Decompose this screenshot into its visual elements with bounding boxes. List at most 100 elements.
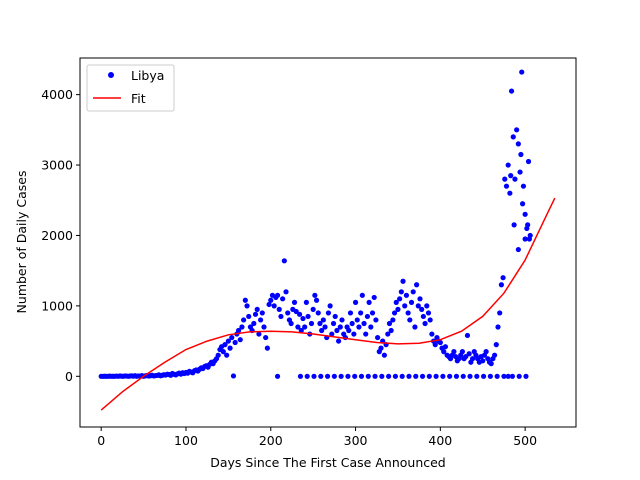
data-point — [403, 292, 410, 298]
data-point — [358, 373, 365, 379]
data-point — [295, 324, 301, 330]
data-point — [373, 317, 379, 323]
data-point — [501, 373, 507, 379]
y-tick-label: 2000 — [41, 228, 73, 243]
data-point — [385, 331, 391, 337]
data-point — [519, 201, 526, 207]
data-point — [442, 344, 449, 350]
data-point — [526, 236, 532, 242]
data-point — [325, 310, 332, 316]
data-point — [420, 313, 426, 320]
data-point — [419, 306, 425, 312]
data-point — [352, 299, 359, 305]
data-point — [259, 310, 265, 316]
y-tick-label: 3000 — [41, 158, 73, 173]
data-point — [500, 275, 506, 281]
data-point — [315, 310, 321, 316]
data-point — [319, 327, 325, 334]
data-point — [308, 320, 315, 327]
data-point — [302, 324, 308, 330]
data-point — [337, 324, 343, 330]
data-point — [494, 373, 500, 379]
data-point — [440, 373, 446, 379]
data-point — [304, 373, 310, 379]
x-tick-label: 300 — [344, 433, 368, 448]
data-point — [510, 134, 516, 140]
data-point — [505, 162, 511, 168]
data-point — [242, 297, 248, 303]
data-point — [392, 373, 399, 379]
data-point — [329, 331, 335, 337]
data-point — [356, 324, 362, 330]
data-point — [281, 258, 287, 264]
data-point — [432, 342, 438, 348]
data-point — [451, 349, 457, 355]
data-point — [312, 292, 318, 298]
data-point — [391, 310, 398, 316]
data-point — [324, 373, 331, 379]
legend: Libya Fit — [86, 64, 175, 112]
data-point — [400, 278, 406, 284]
data-point — [229, 334, 235, 341]
data-point — [318, 373, 324, 379]
data-point — [375, 334, 381, 341]
plot-frame — [79, 57, 577, 428]
data-point — [274, 292, 281, 298]
data-point — [426, 373, 432, 379]
data-point — [288, 320, 294, 327]
data-point — [518, 151, 524, 158]
data-point — [497, 310, 503, 316]
data-point — [480, 373, 487, 379]
data-point — [386, 373, 392, 379]
data-point — [303, 299, 309, 305]
data-point — [415, 303, 421, 309]
data-point — [419, 373, 426, 379]
data-point — [520, 183, 527, 189]
data-point — [474, 373, 480, 379]
data-point — [263, 334, 269, 341]
data-point — [364, 313, 371, 320]
data-point — [298, 327, 304, 334]
data-point — [251, 320, 257, 327]
data-point — [352, 373, 358, 379]
data-point — [467, 373, 473, 379]
data-point — [487, 373, 493, 379]
data-point — [359, 292, 365, 298]
x-tick-label: 0 — [97, 433, 105, 448]
data-point — [264, 345, 270, 351]
data-point — [332, 313, 338, 320]
legend-label-libya: Libya — [131, 68, 164, 83]
data-point — [241, 317, 247, 323]
data-point — [508, 88, 515, 94]
data-point — [503, 183, 510, 189]
data-point — [427, 317, 433, 323]
data-point — [371, 294, 377, 301]
plot-area — [80, 58, 576, 427]
data-point — [406, 373, 412, 379]
data-point — [417, 296, 423, 302]
data-point — [354, 317, 360, 323]
data-point — [495, 324, 501, 330]
legend-marker-libya — [108, 72, 114, 78]
data-point — [239, 324, 245, 330]
data-point — [407, 317, 413, 323]
data-point — [511, 222, 517, 228]
data-point — [220, 349, 226, 355]
x-tick-label: 200 — [259, 433, 283, 448]
data-point — [459, 349, 465, 355]
data-point — [334, 327, 340, 334]
y-tick-label: 4000 — [41, 87, 73, 102]
data-point — [437, 339, 443, 346]
data-point — [498, 282, 504, 288]
data-point — [433, 373, 439, 379]
data-point — [322, 324, 328, 330]
data-point — [522, 211, 528, 217]
data-point — [381, 352, 387, 358]
data-point — [514, 127, 520, 133]
data-point — [297, 373, 304, 379]
data-point — [256, 331, 262, 337]
x-tick-label: 500 — [513, 433, 537, 448]
data-point — [505, 373, 511, 379]
data-point — [386, 320, 393, 327]
